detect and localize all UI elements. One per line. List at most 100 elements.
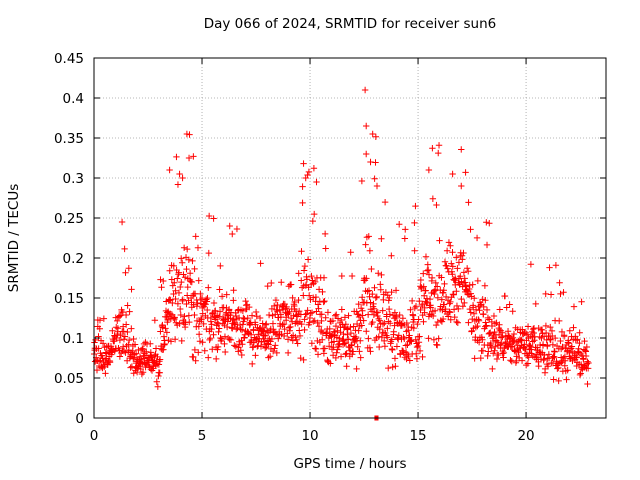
data-point	[245, 303, 253, 311]
data-point	[280, 320, 288, 328]
data-point	[445, 313, 452, 320]
data-point	[301, 316, 308, 323]
data-point	[260, 324, 268, 332]
data-point	[509, 308, 516, 315]
y-tick-label: 0.25	[54, 211, 84, 227]
data-point	[191, 346, 199, 354]
data-point	[435, 142, 443, 149]
data-point	[484, 314, 492, 322]
data-point	[396, 311, 403, 319]
data-point	[453, 318, 460, 326]
data-point	[183, 265, 190, 273]
data-point	[489, 365, 496, 373]
data-point	[499, 333, 506, 341]
data-point	[344, 325, 351, 332]
data-point	[448, 260, 455, 267]
data-point	[397, 351, 404, 358]
data-point	[139, 346, 147, 353]
data-point	[116, 353, 124, 360]
data-point	[539, 341, 547, 348]
data-point	[557, 290, 564, 298]
data-point	[214, 319, 221, 327]
data-point	[306, 314, 314, 322]
data-point	[369, 130, 376, 138]
data-point	[378, 235, 385, 242]
data-point	[130, 355, 137, 363]
data-point	[102, 370, 109, 377]
data-point	[475, 316, 482, 323]
data-point	[342, 321, 350, 328]
data-point	[284, 336, 292, 343]
data-point	[374, 309, 381, 316]
data-point	[230, 297, 237, 304]
data-point	[365, 233, 372, 240]
data-point	[302, 174, 309, 182]
y-axis-label: SRMTID / TECUs	[6, 183, 22, 293]
data-point	[176, 305, 184, 313]
data-point	[301, 326, 308, 334]
data-point	[200, 320, 207, 328]
data-point	[541, 351, 548, 359]
data-point	[365, 335, 372, 342]
data-point	[378, 271, 385, 279]
data-point	[522, 329, 530, 337]
y-tick-label: 0	[75, 411, 84, 427]
data-point	[570, 303, 578, 310]
data-point	[347, 329, 355, 337]
data-point	[388, 288, 395, 296]
data-point	[421, 292, 428, 299]
data-point	[190, 301, 197, 308]
data-point	[471, 295, 478, 302]
data-point	[310, 294, 317, 301]
data-point	[180, 244, 188, 251]
data-point	[407, 337, 414, 344]
data-point	[208, 321, 215, 328]
data-point	[174, 300, 182, 307]
data-point	[248, 312, 256, 319]
data-point	[413, 355, 421, 362]
data-point	[412, 303, 420, 310]
data-point	[528, 346, 535, 353]
data-point	[321, 230, 329, 238]
data-point	[296, 327, 303, 334]
data-point	[170, 314, 177, 322]
data-point	[186, 270, 194, 277]
data-point	[483, 306, 491, 314]
data-point	[269, 320, 277, 327]
x-axis-label: GPS time / hours	[293, 456, 407, 472]
data-point	[380, 296, 387, 304]
data-point	[373, 293, 381, 301]
data-point	[181, 274, 189, 281]
data-point	[295, 296, 302, 304]
data-point	[122, 311, 130, 319]
data-point	[377, 281, 384, 288]
data-point	[305, 168, 313, 176]
data-point	[173, 153, 180, 161]
data-point	[574, 336, 581, 343]
data-point	[491, 320, 499, 327]
data-point	[425, 335, 432, 342]
data-point	[286, 327, 293, 334]
data-point	[551, 347, 558, 355]
data-point	[373, 309, 380, 317]
data-point	[328, 333, 335, 340]
data-point	[576, 339, 583, 347]
data-point	[233, 225, 241, 233]
data-point	[180, 271, 187, 278]
data-point	[462, 169, 469, 176]
data-point	[552, 262, 560, 269]
data-point	[95, 345, 102, 352]
data-point	[384, 334, 391, 341]
data-point	[429, 195, 437, 202]
data-point	[416, 347, 424, 355]
data-point	[295, 270, 302, 277]
data-point	[100, 315, 108, 322]
data-point	[168, 276, 176, 283]
data-point	[151, 317, 159, 324]
data-point	[189, 257, 196, 265]
data-point	[547, 291, 555, 298]
data-point	[177, 283, 184, 291]
data-point	[474, 322, 481, 330]
y-tick-label: 0.15	[54, 291, 84, 307]
data-point	[425, 266, 432, 274]
